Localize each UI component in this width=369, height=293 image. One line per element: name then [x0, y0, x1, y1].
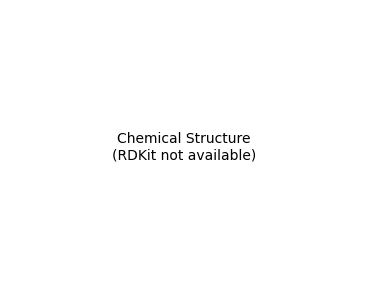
Text: Chemical Structure
(RDKit not available): Chemical Structure (RDKit not available) [112, 132, 256, 162]
